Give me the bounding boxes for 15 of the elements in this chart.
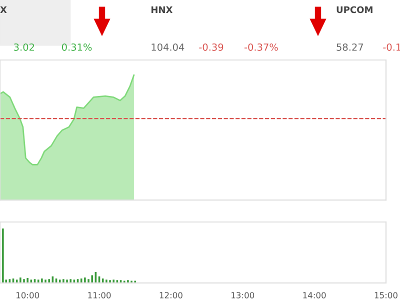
x-tick-label: 11:00: [88, 292, 111, 298]
text: X: [0, 6, 7, 13]
text: -0.37%: [244, 43, 278, 51]
x-tick-label: 13:00: [232, 292, 254, 298]
text: -0.39: [199, 43, 224, 51]
text: 58.27: [336, 43, 363, 51]
text: 104.04: [152, 43, 184, 51]
x-tick-label: 12:00: [160, 292, 182, 298]
text: 3.02: [14, 43, 34, 51]
text: 0.31%: [62, 43, 92, 51]
text: HNX: [151, 6, 173, 13]
x-tick-label: 15:00: [374, 292, 398, 298]
text: UPCOM: [336, 6, 372, 14]
x-tick-label: 14:00: [303, 292, 326, 298]
x-tick-label: 10:00: [16, 292, 40, 298]
